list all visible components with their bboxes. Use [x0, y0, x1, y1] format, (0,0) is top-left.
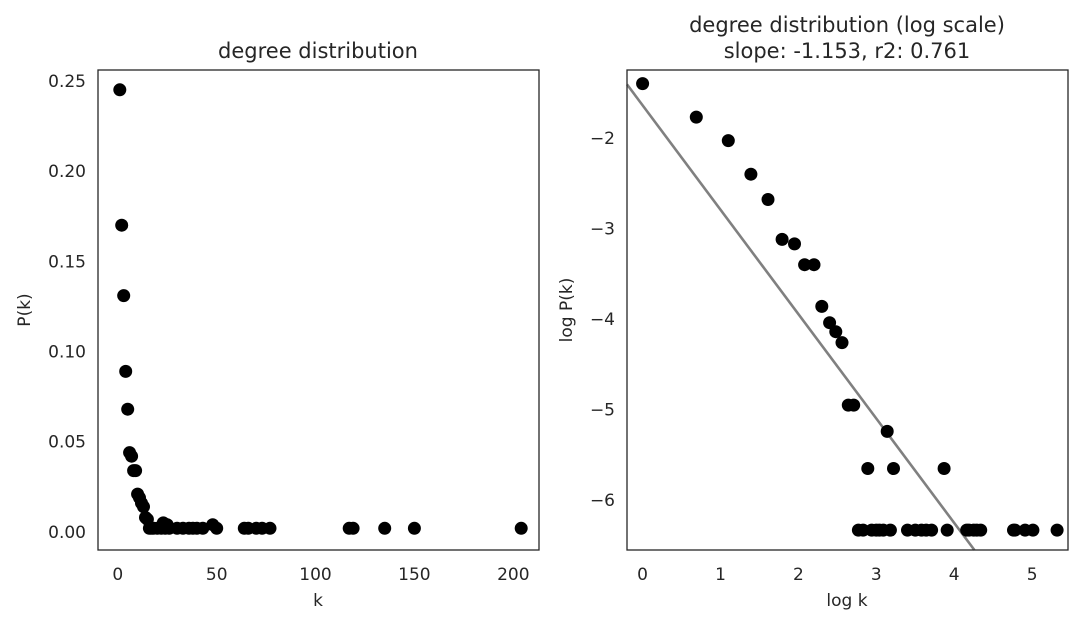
data-point	[689, 110, 703, 124]
data-point	[1050, 523, 1064, 537]
data-point	[129, 464, 143, 478]
data-point	[974, 523, 988, 537]
x-tick-label: 0	[112, 565, 123, 585]
data-point	[861, 462, 875, 475]
chart-title: degree distribution (log scale)	[689, 13, 1005, 37]
degree-distribution-panel: degree distribution 0 50 100 150 200 0.00 0.05…	[15, 39, 540, 611]
data-point	[887, 462, 900, 475]
y-tick-label: 0.20	[48, 162, 86, 182]
y-tick-label: −4	[590, 310, 615, 330]
data-point	[113, 83, 127, 97]
x-tick-label: 5	[1027, 565, 1038, 585]
data-point	[121, 402, 135, 416]
x-tick-label: 100	[299, 565, 331, 585]
data-point	[125, 449, 139, 463]
data-point	[1026, 523, 1040, 537]
x-tick-label: 1	[715, 565, 726, 585]
data-point	[775, 232, 789, 246]
x-axis-label: log k	[826, 591, 867, 611]
data-point	[721, 134, 735, 148]
y-tick-label: −3	[590, 220, 615, 240]
y-tick-label: −5	[590, 401, 615, 421]
data-point	[636, 77, 650, 91]
chart-title: degree distribution	[218, 39, 418, 63]
y-axis-label: P(k)	[15, 293, 35, 326]
data-point	[407, 521, 421, 535]
ticks: 0 50 100 150 200 0.00 0.05 0.10 0.15 0.20 0.25	[48, 72, 529, 585]
ticks: 0 1 2 3 4 5 −6 −5 −4 −3 −2	[590, 129, 1038, 585]
degree-distribution-log-panel: degree distribution (log scale) slope: -…	[557, 13, 1069, 611]
x-tick-label: 150	[398, 565, 430, 585]
y-tick-label: 0.05	[48, 433, 86, 453]
data-point	[798, 258, 812, 272]
data-point	[137, 500, 150, 514]
y-axis-label: log P(k)	[557, 278, 577, 343]
plot-frame	[97, 69, 540, 551]
data-point	[835, 336, 849, 350]
x-tick-label: 50	[206, 565, 228, 585]
chart-subtitle: slope: -1.153, r2: 0.761	[724, 39, 971, 63]
data-point	[880, 424, 894, 438]
data-point	[937, 462, 951, 475]
plot-frame	[626, 69, 1069, 551]
data-point	[815, 299, 829, 313]
points	[636, 77, 1064, 537]
y-tick-label: 0.25	[48, 72, 86, 92]
x-tick-label: 3	[871, 565, 882, 585]
data-point	[263, 521, 277, 535]
data-point	[115, 218, 129, 232]
data-point	[925, 523, 939, 537]
data-point	[346, 521, 360, 535]
y-tick-label: 0.10	[48, 343, 86, 363]
data-point	[210, 521, 224, 535]
data-point	[117, 289, 131, 303]
x-tick-label: 2	[793, 565, 804, 585]
data-point	[847, 398, 861, 412]
data-point	[514, 521, 528, 535]
points	[113, 83, 528, 535]
y-tick-label: −6	[590, 491, 615, 511]
data-point	[788, 237, 801, 251]
data-point	[940, 523, 954, 537]
data-point	[378, 521, 392, 535]
y-tick-label: 0.15	[48, 252, 86, 272]
x-tick-label: 4	[949, 565, 960, 585]
data-point	[744, 167, 758, 181]
y-tick-label: 0.00	[48, 523, 86, 543]
data-point	[119, 364, 133, 378]
data-point	[761, 193, 775, 206]
data-point	[1008, 523, 1022, 537]
x-axis-label: k	[313, 591, 323, 611]
fit-line-group	[625, 83, 976, 551]
y-tick-label: −2	[590, 129, 615, 149]
x-tick-label: 200	[497, 565, 529, 585]
data-point	[883, 523, 897, 537]
fit-line	[625, 83, 976, 551]
data-point	[829, 325, 843, 339]
x-tick-label: 0	[637, 565, 648, 585]
data-point	[807, 258, 821, 272]
data-point	[196, 521, 210, 535]
